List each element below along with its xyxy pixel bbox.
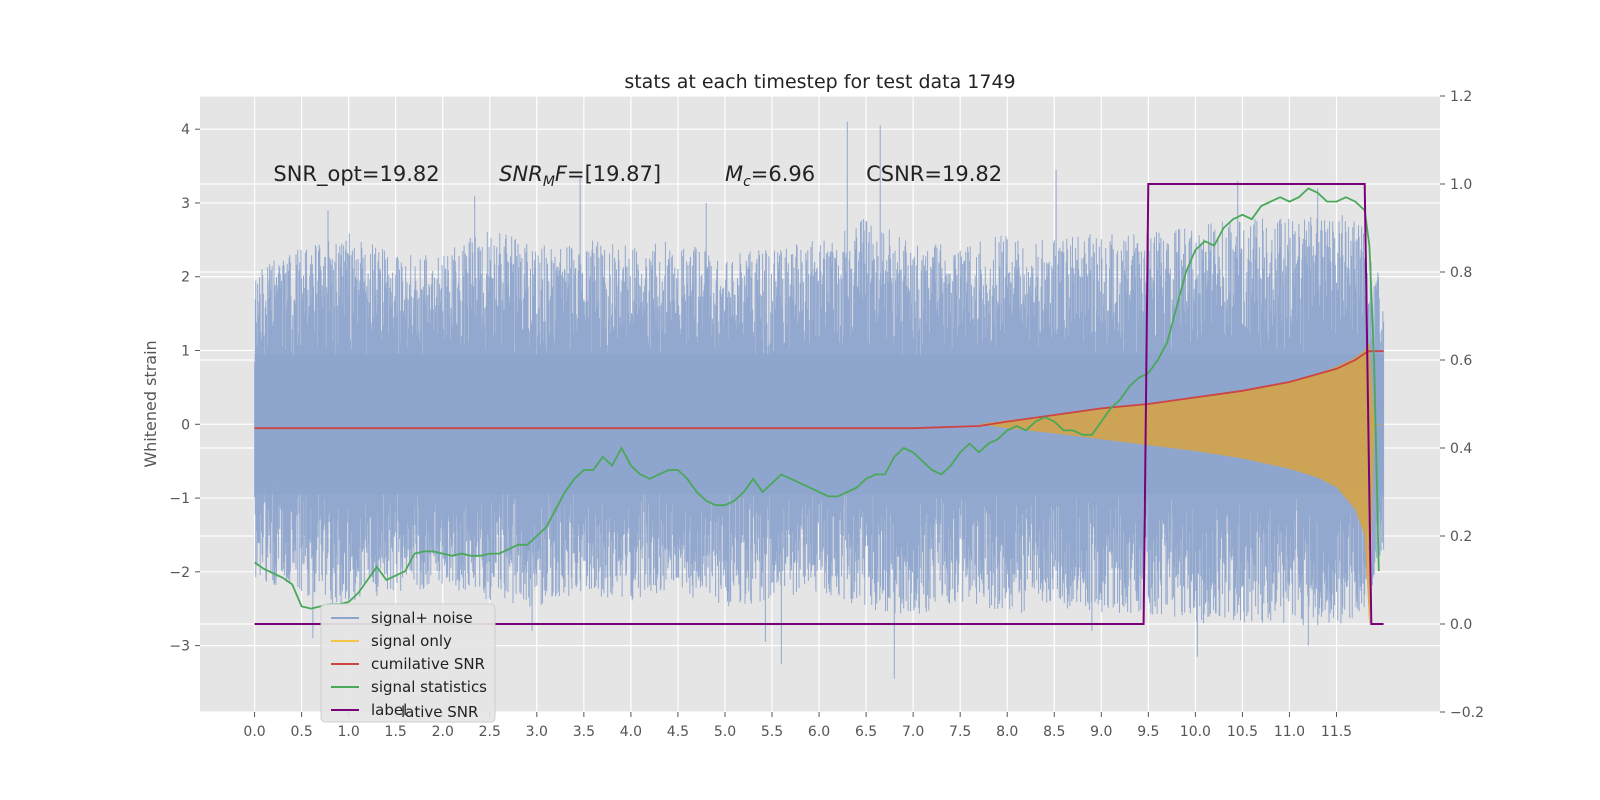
y2-tick-label: 0.2 [1450, 529, 1472, 545]
x-tick-label: 8.0 [996, 724, 1018, 740]
x-tick-label: 8.5 [1043, 724, 1065, 740]
x-tick-label: 1.0 [338, 724, 360, 740]
annotation-part: SNR_opt=19.82 [273, 162, 439, 187]
y-tick-label: −2 [169, 565, 190, 581]
legend-box [320, 603, 496, 723]
annotation-snr-mf: SNRMF=[19.87] [499, 162, 661, 190]
x-tick-label: 0.5 [290, 724, 312, 740]
x-tick-label: 5.0 [714, 724, 736, 740]
x-tick-label: 10.0 [1180, 724, 1211, 740]
x-tick-label: 9.5 [1137, 724, 1159, 740]
y2-tick-label: 0.4 [1450, 441, 1472, 457]
x-tick-label: 9.0 [1090, 724, 1112, 740]
x-tick-label: 11.5 [1321, 724, 1352, 740]
line-series [254, 183, 1384, 625]
legend-entry: cumilative SNR [371, 655, 485, 673]
y-tick-label: 0 [181, 417, 190, 433]
y-tick-label: −3 [169, 639, 190, 655]
y-tick-label: 3 [181, 196, 190, 212]
x-tick-label: 11.0 [1274, 724, 1305, 740]
legend: lative SNR signal+ noise signal only cumila… [320, 603, 496, 723]
x-tick-label: 2.0 [432, 724, 454, 740]
annotation-csnr: CSNR=19.82 [866, 162, 1002, 186]
y2-tick-label: 0.0 [1450, 617, 1472, 633]
x-tick-label: 7.5 [949, 724, 971, 740]
annotation-part: M [543, 174, 555, 190]
annotation-part: SNR [499, 162, 543, 186]
y2-tick-label: 0.6 [1450, 353, 1472, 369]
x-tick-label: 3.0 [526, 724, 548, 740]
y-tick-label: 2 [181, 270, 190, 286]
legend-entry: signal+ noise [371, 609, 473, 627]
x-tick-label: 0.0 [243, 724, 265, 740]
y-tick-label: 1 [181, 344, 190, 360]
y2-tick-label: −0.2 [1450, 705, 1484, 721]
legend-ghost-text: lative SNR [401, 703, 478, 721]
y-tick-label: −1 [169, 491, 190, 507]
annotations: SNR_opt=19.82 SNRMF=[19.87] Mc=6.96 CSNR=19… [273, 162, 1002, 190]
y-tick-label: 4 [181, 122, 190, 138]
x-tick-label: 3.5 [573, 724, 595, 740]
label-line [254, 183, 1384, 625]
y2-tick-label: 1.0 [1450, 177, 1472, 193]
x-tick-label: 6.0 [808, 724, 830, 740]
x-tick-label: 6.5 [855, 724, 877, 740]
x-tick-label: 1.5 [385, 724, 407, 740]
y2-tick-label: 1.2 [1450, 89, 1472, 105]
annotation-mc: Mc=6.96 [725, 162, 815, 190]
annotation-part: F [555, 162, 568, 186]
y2-tick-label: 0.8 [1450, 265, 1472, 281]
x-tick-label: 5.5 [761, 724, 783, 740]
x-tick-label: 2.5 [479, 724, 501, 740]
annotation-part: =6.96 [751, 162, 815, 186]
x-tick-label: 4.0 [620, 724, 642, 740]
annotation-part: =[19.87] [567, 162, 661, 186]
chart-title: stats at each timestep for test data 174… [624, 71, 1015, 93]
y-axis-label: Whitened strain [141, 340, 160, 467]
tick-labels: 0.0 0.5 1.0 1.5 2.0 2.5 3.0 3.5 4.0 4.5 5.0 5.5 6.0 6… [169, 89, 1484, 740]
annotation-snr-opt: SNR_opt=19.82 [273, 162, 439, 187]
legend-entry: label [371, 701, 407, 719]
legend-entry: signal only [371, 632, 452, 650]
legend-entry: signal statistics [371, 678, 487, 696]
cumilative-snr-line [254, 350, 1384, 430]
x-tick-label: 4.5 [667, 724, 689, 740]
x-tick-label: 10.5 [1227, 724, 1258, 740]
x-tick-label: 7.0 [902, 724, 924, 740]
signal-statistics-line [254, 187, 1380, 610]
annotation-part: CSNR=19.82 [866, 162, 1002, 186]
annotation-part: M [725, 162, 743, 186]
annotation-part: c [743, 174, 751, 190]
